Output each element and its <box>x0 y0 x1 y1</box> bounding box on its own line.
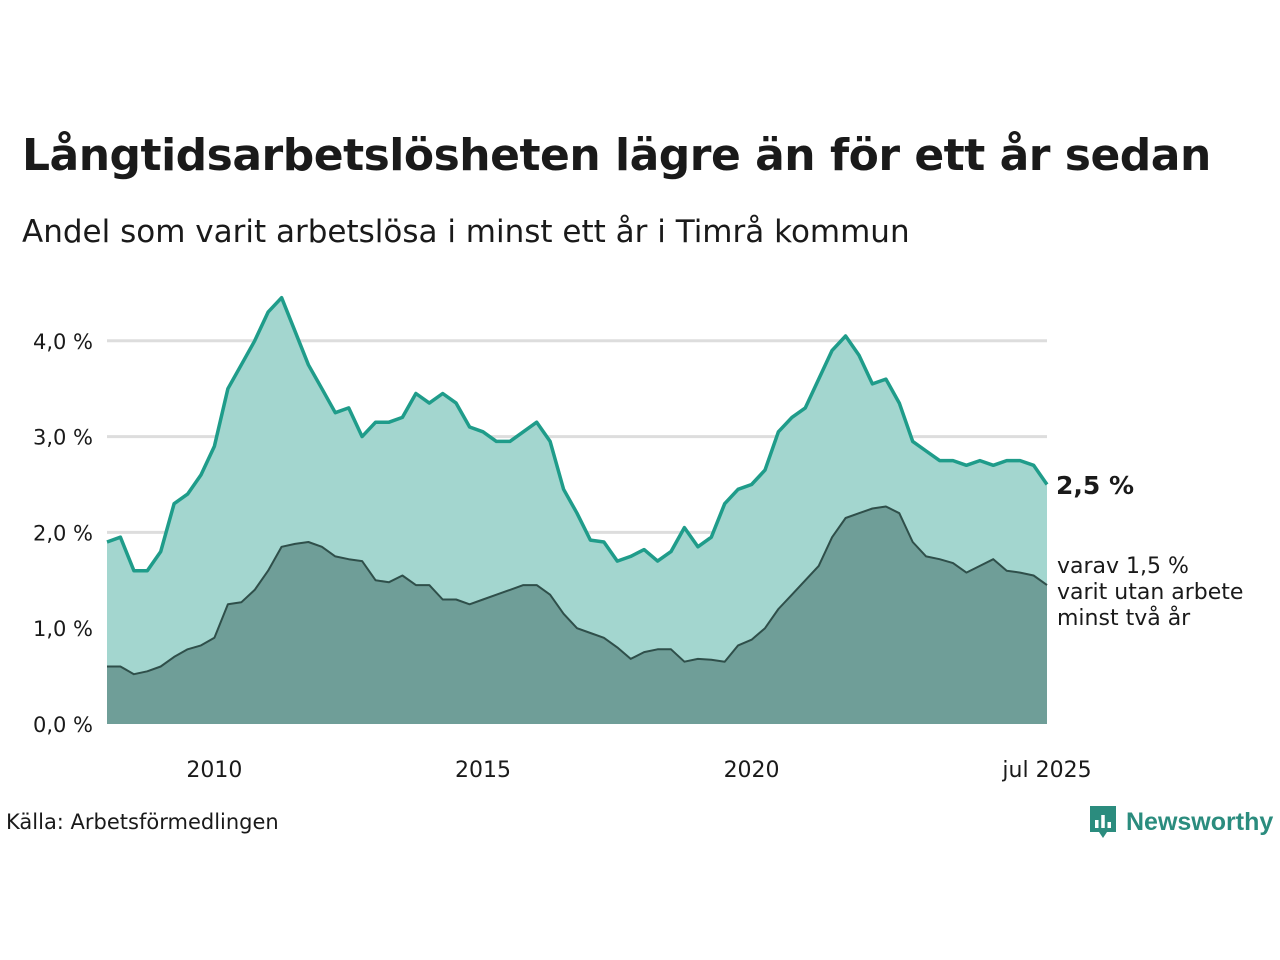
brand-logo: Newsworthy <box>1088 804 1273 840</box>
area-series <box>106 295 1049 724</box>
end-label-total: 2,5 % <box>1056 471 1134 500</box>
chart-subtitle: Andel som varit arbetslösa i minst ett å… <box>22 214 910 250</box>
brand-name: Newsworthy <box>1126 807 1274 836</box>
y-tick-label: 1,0 % <box>33 617 93 641</box>
source-note: Källa: Arbetsförmedlingen <box>6 810 279 834</box>
long-term-unemployed-line <box>106 295 1049 573</box>
chart-title: Långtidsarbetslösheten lägre än för ett … <box>22 130 1211 181</box>
y-tick-label: 3,0 % <box>33 426 93 450</box>
bar-chart-speech-bubble-icon <box>1090 806 1116 838</box>
area-chart: 0,0 % 1,0 % 2,0 % 3,0 % 4,0 % 2010 2015 2020 jul… <box>33 295 1243 783</box>
y-tick-label: 2,0 % <box>33 521 93 545</box>
x-tick-label: 2010 <box>186 758 242 783</box>
end-label-two-years-line: varav 1,5 % <box>1057 554 1189 579</box>
x-tick-label: jul 2025 <box>1001 758 1091 783</box>
y-tick-label: 4,0 % <box>33 330 93 354</box>
x-tick-label: 2015 <box>455 758 511 783</box>
end-label-two-years-line: varit utan arbete <box>1057 580 1243 605</box>
end-label-two-years-line: minst två år <box>1057 605 1191 631</box>
axis-labels: 0,0 % 1,0 % 2,0 % 3,0 % 4,0 % 2010 2015 2020 jul… <box>33 330 1092 783</box>
unemployed-two-years-line <box>107 505 1048 676</box>
x-tick-label: 2020 <box>724 758 780 783</box>
y-tick-label: 0,0 % <box>33 713 93 737</box>
unemployed-two-years-area <box>107 506 1047 724</box>
